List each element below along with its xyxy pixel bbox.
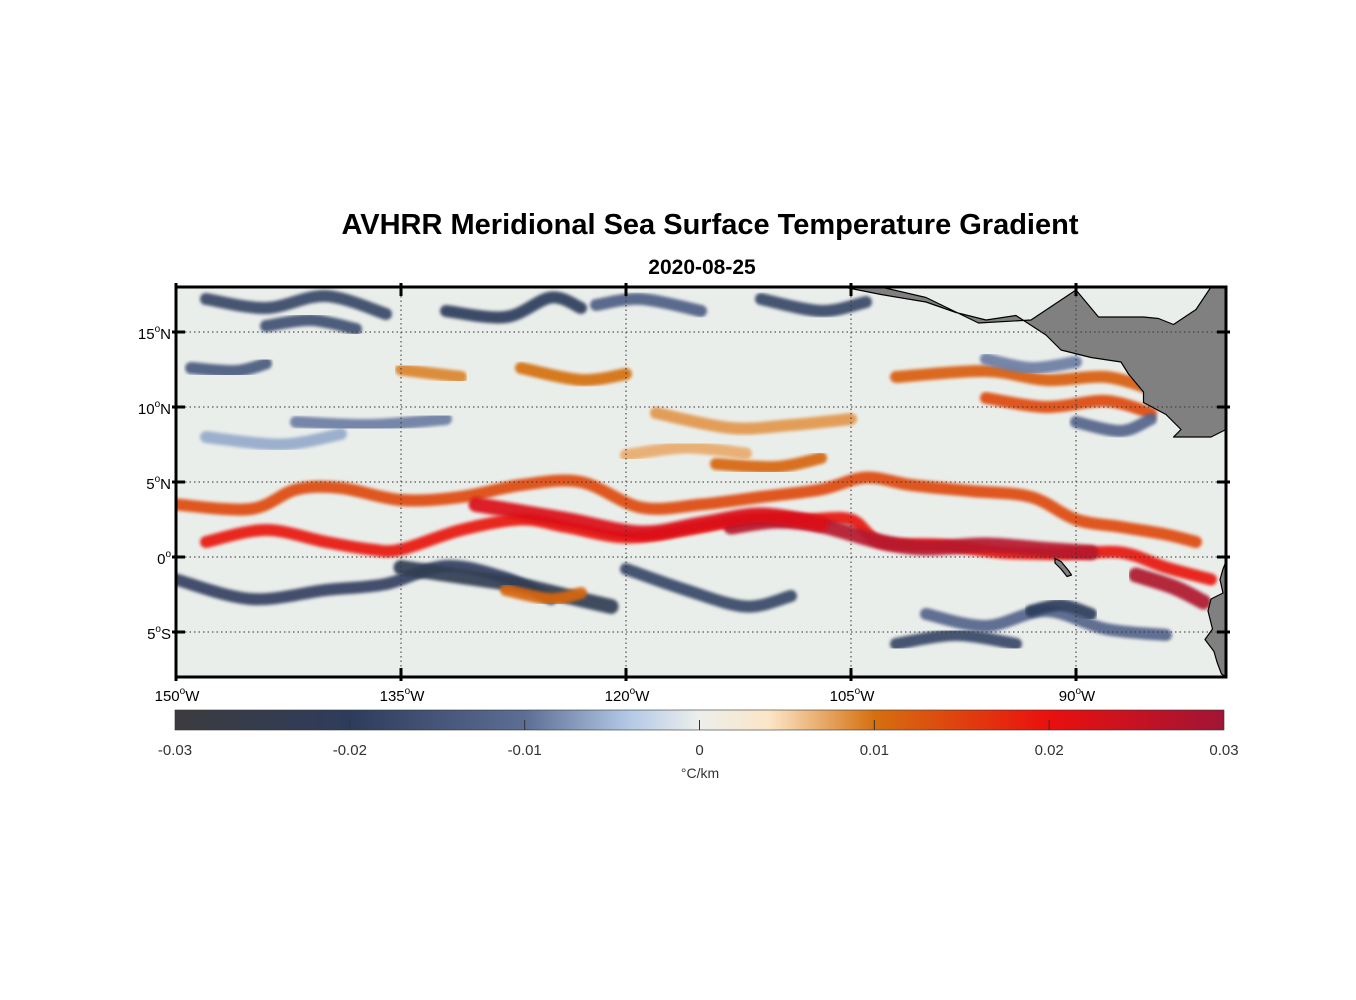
land-polygon-1 [842,287,1226,438]
gradient-band-29 [500,584,587,606]
gradient-band-19 [260,313,362,335]
gradient-band-7 [980,392,1157,419]
colorbar-ticks: -0.03 -0.02 -0.01 0 0.01 0.02 0.03 [158,720,1239,759]
land-polygon-2 [1204,560,1226,677]
figure-title: AVHRR Meridional Sea Surface Temperature… [341,209,1078,241]
latitude-label: 0o [157,549,171,568]
gradient-band-14 [393,560,619,614]
latitude-label: 5oN [146,474,171,493]
longitude-label: 150oW [155,686,201,705]
gradient-band-21 [590,292,707,317]
gridlines [176,287,1226,677]
colorbar-tick-label: 0 [695,742,703,759]
gradient-band-23 [980,353,1082,375]
axis-ticks [172,283,1230,681]
gradient-band-4 [468,497,829,541]
colorbar-label: °C/km [681,765,719,781]
gradient-band-15 [620,563,797,613]
longitude-label: 90oW [1059,686,1096,705]
longitude-label: 105oW [830,686,876,705]
gradient-band-16 [890,629,1022,650]
gradient-band-8 [515,362,632,387]
longitude-labels: 150oW 135oW 120oW 105oW 90oW [155,686,1096,705]
colorbar-tick-label: -0.01 [508,742,542,759]
gradient-band-25 [185,357,272,378]
figure-subtitle: 2020-08-25 [648,256,756,279]
latitude-label: 15oN [138,324,171,343]
colorbar-tick-label: 0.01 [860,742,889,759]
gradient-band-28 [1025,598,1097,620]
gradient-band-12 [620,441,752,461]
gradient-band-26 [290,413,452,432]
latitude-label: 10oN [138,399,171,418]
gradient-band-18 [200,289,392,320]
latitude-labels: 15oN 10oN 5oN 0o 5oS [138,324,172,643]
colorbar-tick-label: -0.02 [333,742,367,759]
gradient-band-24 [1070,413,1157,437]
latitude-label: 5oS [147,624,171,643]
gradient-band-20 [440,291,587,324]
landmasses [842,287,1226,677]
colorbar-tick-label: -0.03 [158,742,192,759]
gradient-band-5 [1128,567,1211,610]
gradient-band-9 [395,363,467,383]
map-plot-area [172,283,1230,681]
land-polygon-3 [1054,557,1073,578]
gradient-band-10 [650,407,857,435]
gradient-band-11 [710,452,827,474]
longitude-label: 135oW [380,686,426,705]
colorbar-tick-label: 0.03 [1209,742,1238,759]
gradient-band-22 [755,293,872,317]
gradient-band-1 [176,471,1202,548]
gradient-field [176,289,1217,650]
colorbar: -0.03 -0.02 -0.01 0 0.01 0.02 0.03 °C/km [158,709,1239,781]
gradient-band-27 [200,428,347,451]
colorbar-tick-label: 0.02 [1035,742,1064,759]
longitude-label: 120oW [605,686,651,705]
gradient-band-6 [890,364,1157,395]
